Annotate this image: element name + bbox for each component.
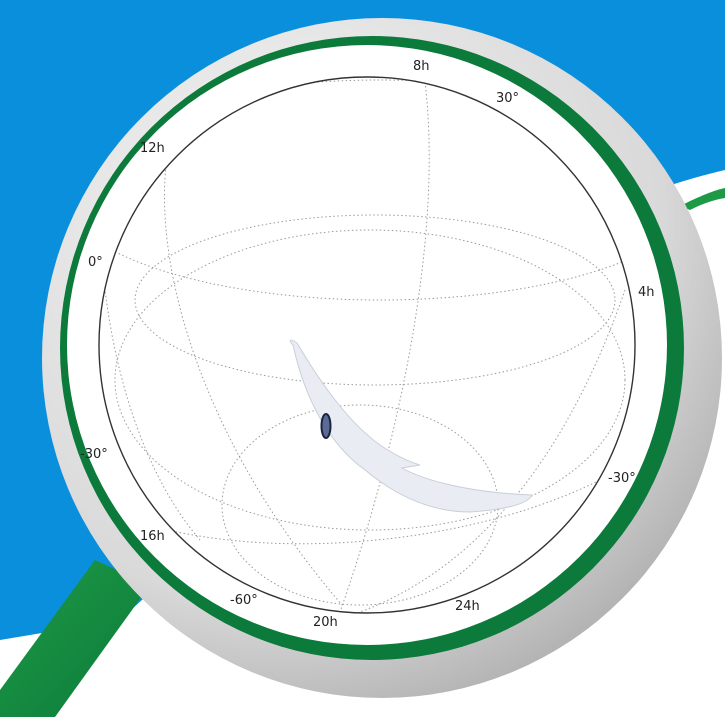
dec-line-m30 [114,229,626,531]
sky-projection [99,77,635,613]
ra-grid-lines [101,81,626,613]
ra-line-left-edge [101,259,201,541]
label-ra-20h: 20h [313,615,338,630]
label-dec-0: 0° [88,255,103,270]
label-dec-m30-left: -30° [80,447,108,462]
ra-line-16h [167,479,601,545]
label-ra-16h: 16h [140,529,165,544]
label-dec-m30-right: -30° [608,471,636,486]
ra-line-4h-dip [359,289,626,613]
label-dec-m60: -60° [230,593,258,608]
magnifier-handle [0,560,150,717]
sky-outline [98,76,636,614]
label-ra-24h: 24h [455,599,480,614]
dec-line-0 [134,214,616,386]
skymap-credible-region [289,339,533,513]
green-swoosh [680,188,725,210]
label-dec-30-right: 30° [496,91,519,106]
ra-line-8h-24h [339,81,430,613]
label-ra-4h: 4h [638,285,655,300]
label-ra-12h: 12h [140,141,165,156]
label-ra-8h: 8h [413,59,430,74]
localization-ellipse [320,413,332,439]
